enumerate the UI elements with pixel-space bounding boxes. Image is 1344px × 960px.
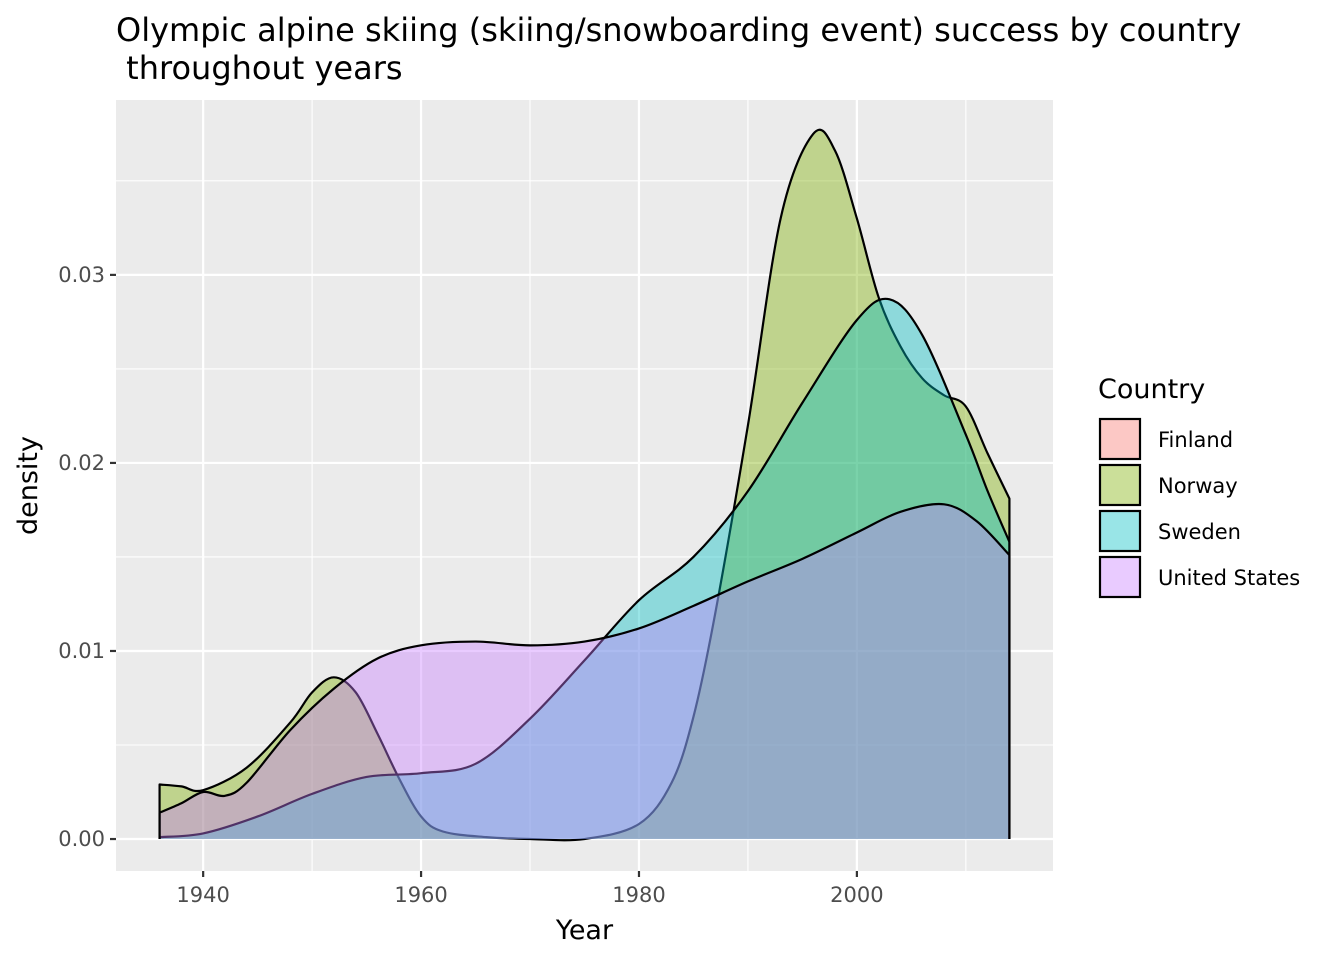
outline-norway — [158, 128, 1011, 842]
y-tick-label-1: 0.01 — [58, 639, 105, 663]
x-tick-label-1960: 1960 — [394, 883, 447, 907]
y-tick-label-3: 0.03 — [58, 263, 105, 287]
y-axis: 0.00 0.01 0.02 0.03 — [58, 263, 116, 851]
legend-title: Country — [1098, 374, 1205, 405]
x-axis-title: Year — [555, 915, 614, 946]
legend-key-norway — [1098, 463, 1142, 507]
legend-key-bg-united-states — [1099, 556, 1141, 598]
legend-key-bg-norway — [1099, 464, 1141, 506]
grid-minor — [116, 100, 1053, 871]
legend-label-united-states: United States — [1158, 566, 1300, 590]
legend-label-norway: Norway — [1158, 474, 1238, 498]
legend: Country Finland Norway Sweden United States — [1098, 374, 1300, 599]
legend-key-bg-finland — [1099, 418, 1141, 460]
legend-key-bg-sweden — [1099, 510, 1141, 552]
outline-united-states — [158, 502, 1011, 840]
legend-key-united-states — [1098, 555, 1142, 599]
x-tick-label-1940: 1940 — [176, 883, 229, 907]
legend-key-sweden — [1098, 509, 1142, 553]
y-tick-label-2: 0.02 — [58, 451, 105, 475]
outline-sweden — [158, 297, 1011, 840]
area-norway — [159, 129, 1010, 841]
area-united-states — [159, 503, 1010, 840]
x-tick-label-2000: 2000 — [830, 883, 883, 907]
grid-major — [116, 100, 1053, 871]
legend-label-finland: Finland — [1158, 428, 1233, 452]
area-sweden — [159, 298, 1010, 840]
legend-key-finland — [1098, 417, 1142, 461]
y-axis-title: density — [13, 436, 44, 535]
x-axis: 1940 1960 1980 2000 — [176, 871, 884, 907]
y-tick-label-0: 0.00 — [58, 827, 105, 851]
density-areas — [158, 128, 1011, 842]
legend-label-sweden: Sweden — [1158, 520, 1241, 544]
chart-title-line-2: throughout years — [116, 49, 403, 87]
x-tick-label-1980: 1980 — [612, 883, 665, 907]
chart-title-line-1: Olympic alpine skiing (skiing/snowboardi… — [116, 11, 1241, 49]
